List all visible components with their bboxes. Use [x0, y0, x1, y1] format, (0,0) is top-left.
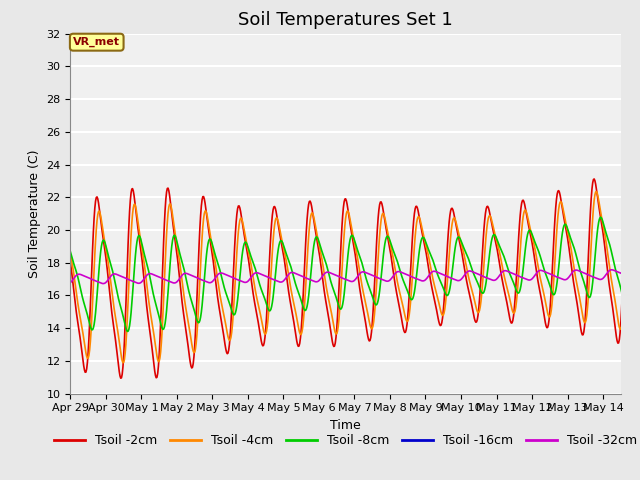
Tsoil -16cm	[273, 8, 280, 13]
Tsoil -2cm	[157, 300, 165, 306]
Tsoil -2cm	[294, 342, 301, 348]
X-axis label: Time: Time	[330, 419, 361, 432]
Tsoil -32cm	[294, 271, 301, 277]
Text: VR_met: VR_met	[73, 37, 120, 48]
Tsoil -4cm	[286, 282, 294, 288]
Tsoil -8cm	[67, 249, 74, 255]
Tsoil -32cm	[273, 278, 280, 284]
Tsoil -8cm	[157, 324, 165, 329]
Tsoil -8cm	[597, 215, 605, 220]
Tsoil -4cm	[407, 298, 415, 303]
Tsoil -8cm	[618, 292, 626, 298]
Tsoil -32cm	[407, 273, 415, 279]
Line: Tsoil -32cm: Tsoil -32cm	[70, 270, 622, 284]
Tsoil -32cm	[618, 271, 626, 276]
Tsoil -8cm	[543, 274, 550, 280]
Tsoil -8cm	[294, 287, 301, 293]
Line: Tsoil -16cm: Tsoil -16cm	[70, 0, 622, 25]
Tsoil -32cm	[608, 267, 616, 273]
Tsoil -4cm	[67, 252, 74, 257]
Tsoil -2cm	[273, 213, 280, 218]
Legend: Tsoil -2cm, Tsoil -4cm, Tsoil -8cm, Tsoil -16cm, Tsoil -32cm: Tsoil -2cm, Tsoil -4cm, Tsoil -8cm, Tsoi…	[49, 429, 640, 452]
Tsoil -8cm	[124, 328, 131, 334]
Title: Soil Temperatures Set 1: Soil Temperatures Set 1	[238, 11, 453, 29]
Tsoil -2cm	[286, 298, 294, 304]
Tsoil -4cm	[543, 306, 550, 312]
Line: Tsoil -2cm: Tsoil -2cm	[70, 179, 622, 378]
Line: Tsoil -4cm: Tsoil -4cm	[70, 192, 622, 363]
Tsoil -4cm	[593, 189, 600, 194]
Tsoil -8cm	[273, 258, 280, 264]
Tsoil -2cm	[618, 291, 626, 297]
Tsoil -2cm	[590, 176, 598, 182]
Tsoil -4cm	[294, 320, 301, 325]
Tsoil -16cm	[294, 0, 301, 5]
Tsoil -32cm	[286, 270, 294, 276]
Tsoil -4cm	[157, 340, 165, 346]
Tsoil -32cm	[67, 280, 74, 286]
Tsoil -8cm	[407, 296, 415, 302]
Tsoil -32cm	[543, 270, 550, 276]
Tsoil -4cm	[273, 215, 280, 221]
Y-axis label: Soil Temperature (C): Soil Temperature (C)	[28, 149, 41, 278]
Tsoil -8cm	[286, 262, 294, 267]
Tsoil -4cm	[119, 360, 127, 366]
Tsoil -16cm	[127, 22, 135, 28]
Tsoil -2cm	[67, 260, 74, 265]
Line: Tsoil -8cm: Tsoil -8cm	[70, 217, 622, 331]
Tsoil -32cm	[157, 275, 165, 281]
Tsoil -2cm	[543, 325, 550, 331]
Tsoil -2cm	[117, 375, 125, 381]
Tsoil -4cm	[618, 318, 626, 324]
Tsoil -16cm	[407, 4, 415, 10]
Tsoil -16cm	[157, 13, 165, 19]
Tsoil -16cm	[618, 1, 626, 7]
Tsoil -32cm	[99, 281, 107, 287]
Tsoil -2cm	[407, 265, 415, 271]
